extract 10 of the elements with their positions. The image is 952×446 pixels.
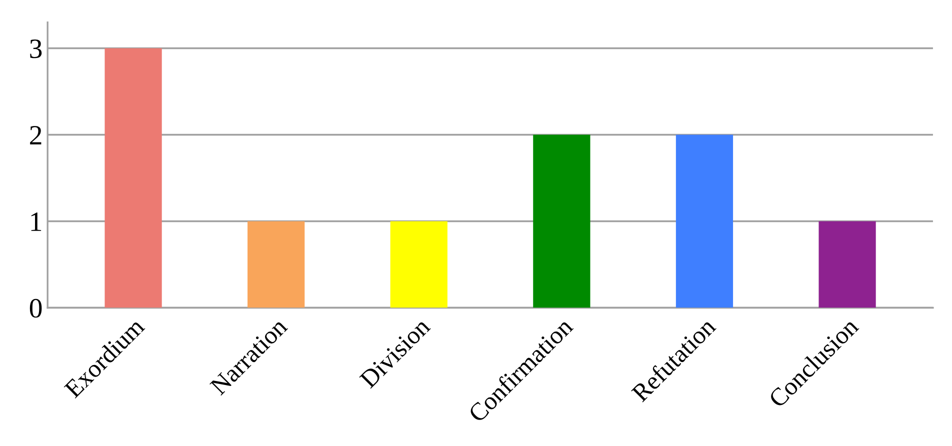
y-tick-label: 0: [30, 298, 42, 318]
y-tick-label: 2: [30, 126, 42, 144]
bar: [818, 221, 876, 308]
bar: [248, 221, 305, 308]
bar: [533, 134, 590, 308]
y-tick-label: 1: [31, 212, 42, 231]
bar: [676, 134, 734, 308]
bar: [104, 48, 162, 308]
y-tick-label: 3: [30, 39, 42, 58]
bar: [390, 221, 448, 308]
